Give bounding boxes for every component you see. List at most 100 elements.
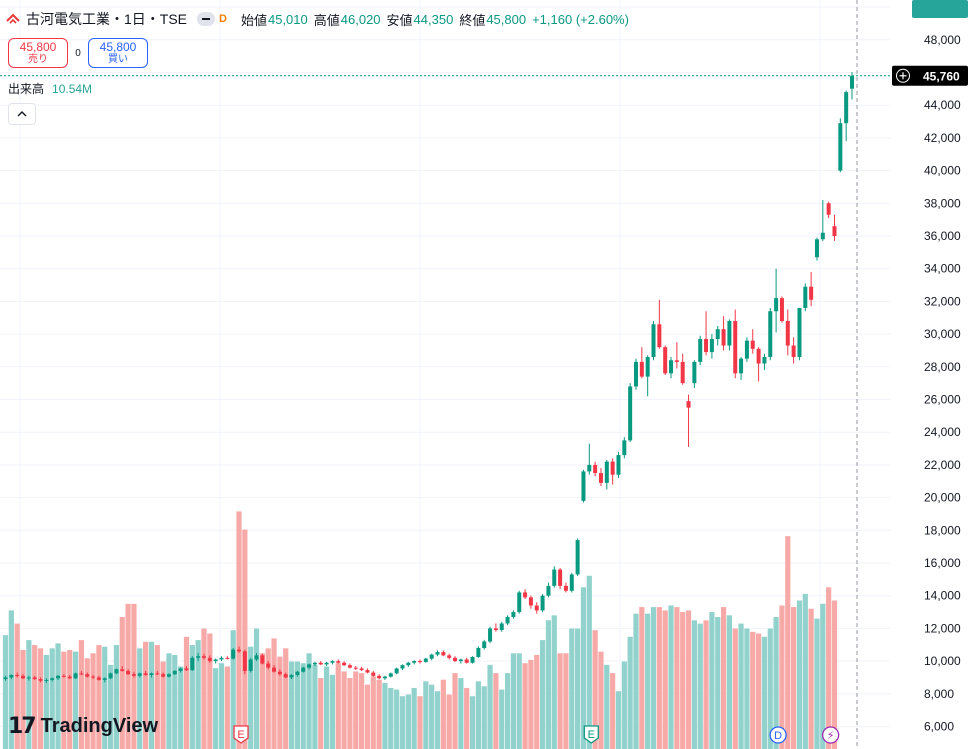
hide-icon[interactable] (197, 12, 216, 26)
volume-bar (755, 633, 762, 749)
volume-legend[interactable]: 出来高 10.54M (8, 80, 92, 97)
candle (196, 656, 201, 658)
candle (482, 641, 487, 649)
candle (633, 361, 638, 387)
volume-bar (347, 678, 353, 749)
candle (178, 668, 183, 671)
price-axis-tick-label: 12,000 (924, 621, 961, 635)
candle (44, 679, 49, 681)
candle (207, 657, 212, 662)
volume-bar (668, 605, 674, 749)
candle (750, 340, 755, 349)
symbol-legend: 古河電気工業・1日・TSE D 始値 45,010 高値 46,020 安値 44,3… (6, 8, 629, 30)
ohlc-low-key: 安値 (386, 12, 413, 28)
volume-bar (680, 612, 686, 749)
volume-bar (761, 636, 768, 749)
volume-bar (575, 628, 581, 749)
candle (610, 461, 615, 475)
candle (266, 663, 271, 668)
volume-bar (604, 664, 610, 749)
price-axis-tick-label: 16,000 (924, 556, 961, 570)
volume-bar (137, 648, 143, 749)
collapse-button[interactable] (8, 103, 36, 125)
volume-bar (703, 620, 709, 749)
volume-bar (796, 600, 803, 749)
volume-legend-value: 10.54M (52, 82, 93, 96)
candle (809, 286, 814, 300)
price-axis-tick-label: 18,000 (924, 523, 961, 537)
candle (172, 670, 177, 675)
candle (505, 616, 510, 624)
price-axis-tick-label: 14,000 (924, 589, 961, 603)
candle (219, 657, 224, 660)
volume-bar (353, 671, 359, 749)
volume-bar (639, 607, 645, 749)
volume-bar (323, 666, 330, 749)
candle (417, 661, 422, 663)
candle (307, 664, 312, 668)
candle (394, 668, 399, 674)
volume-value-badge (912, 0, 968, 18)
volume-bar (440, 679, 446, 749)
candle (289, 674, 294, 678)
sell-button[interactable]: 45,800 売り (8, 38, 68, 68)
candle (826, 203, 831, 215)
candle (715, 329, 720, 340)
candle (709, 339, 714, 353)
volume-bar (685, 610, 692, 749)
buy-price: 45,800 (99, 40, 137, 54)
volume-bar (102, 646, 108, 749)
candle (336, 661, 341, 663)
volume-bar (697, 623, 703, 749)
candle (67, 676, 72, 679)
visibility-toggle[interactable]: D (197, 12, 227, 26)
candle (517, 592, 522, 613)
volume-bar (493, 673, 499, 749)
price-axis[interactable]: 6,000 8,000 10,000 12,000 14,000 16,000 18,000… (890, 0, 968, 749)
volume-bar (119, 617, 125, 749)
volume-bar (831, 600, 838, 749)
volume-bar (376, 679, 382, 749)
volume-bar (726, 615, 733, 749)
volume-bar (72, 651, 79, 749)
candle (91, 676, 96, 678)
volume-bar (586, 575, 592, 749)
buy-button[interactable]: 45,800 買い (88, 38, 148, 68)
tradingview-logo[interactable]: 17 TradingView (8, 714, 158, 739)
candle (546, 585, 551, 596)
volume-bar (592, 630, 598, 749)
volume-bar (195, 640, 201, 749)
chart-grid (0, 0, 890, 749)
volume-bar (528, 659, 534, 749)
candle (225, 657, 230, 659)
volume-bar (143, 641, 149, 749)
volume-bar (382, 683, 388, 749)
sell-price: 45,800 (19, 40, 57, 54)
volume-bar (300, 663, 306, 749)
symbol-title[interactable]: 古河電気工業・1日・TSE (26, 11, 188, 27)
volume-bar (522, 663, 528, 749)
add-alert-icon (896, 68, 910, 83)
volume-bar (709, 612, 715, 749)
volume-bar (26, 640, 32, 749)
volume-bar (67, 650, 73, 749)
candle (120, 669, 125, 671)
volume-bar (213, 668, 219, 749)
candle (231, 649, 236, 659)
price-axis-tick-label: 48,000 (924, 33, 961, 47)
volume-bar (329, 674, 336, 749)
candle (639, 361, 644, 377)
event-markers[interactable]: E E D ⚡ (233, 725, 840, 744)
candle (534, 605, 539, 611)
candle (733, 321, 738, 374)
earnings-marker-label: E (237, 729, 244, 741)
volume-bar (218, 663, 225, 749)
volume-bar (248, 646, 254, 749)
candle (295, 671, 300, 675)
delayed-badge[interactable]: D (219, 13, 227, 25)
candlestick-series[interactable] (3, 72, 855, 684)
volume-bar (335, 663, 341, 749)
candle (756, 348, 761, 364)
volume-bar (826, 587, 832, 749)
